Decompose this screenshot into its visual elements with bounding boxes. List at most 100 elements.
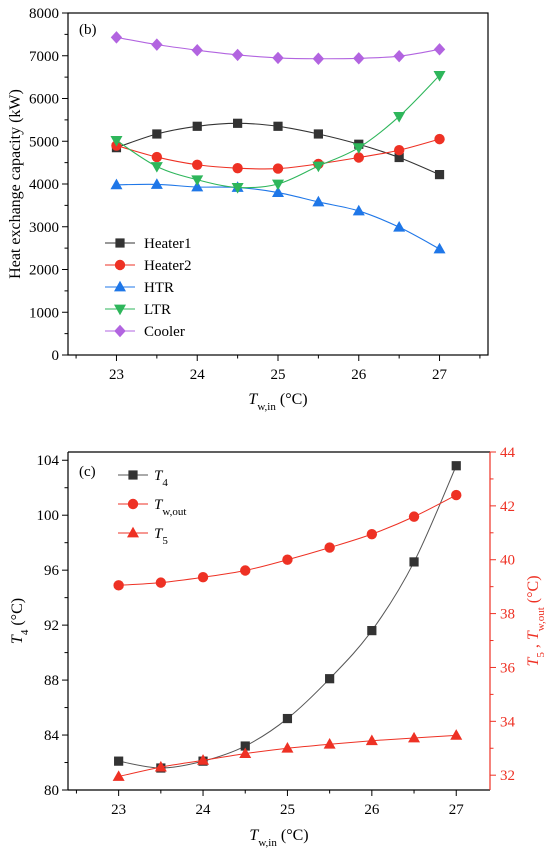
data-point-series-2 bbox=[112, 770, 125, 781]
data-point-series-2 bbox=[197, 754, 210, 765]
data-point-series-1 bbox=[451, 489, 462, 501]
data-point-series-0 bbox=[240, 741, 250, 751]
data-point-htr bbox=[352, 204, 365, 216]
legend-marker bbox=[114, 259, 126, 271]
data-point-cooler bbox=[393, 49, 405, 63]
y-tick-label: 1000 bbox=[29, 305, 59, 321]
legend-label: Heater2 bbox=[144, 258, 191, 274]
data-point-series-0 bbox=[409, 557, 419, 567]
right-y-tick-label: 38 bbox=[500, 607, 515, 623]
left-y-tick-label: 100 bbox=[37, 508, 60, 524]
data-point-cooler bbox=[231, 48, 244, 62]
legend-marker bbox=[114, 324, 126, 338]
data-point-heater2 bbox=[434, 133, 445, 145]
y-tick-label: 0 bbox=[52, 348, 60, 364]
legend-marker bbox=[114, 280, 126, 292]
data-point-htr bbox=[433, 242, 446, 254]
legend-marker bbox=[115, 238, 125, 248]
legend-label: LTR bbox=[144, 302, 171, 318]
data-point-series-0 bbox=[451, 461, 461, 471]
data-point-series-0 bbox=[325, 674, 335, 684]
x-tick-label: 27 bbox=[449, 802, 465, 818]
data-point-heater2 bbox=[192, 159, 203, 170]
legend-marker bbox=[127, 498, 139, 510]
panel-label: (b) bbox=[79, 22, 97, 38]
legend-marker bbox=[128, 470, 138, 480]
data-point-heater1 bbox=[273, 121, 283, 131]
data-point-series-0 bbox=[282, 713, 293, 724]
x-tick-label: 23 bbox=[111, 802, 126, 818]
data-point-ltr bbox=[231, 183, 244, 194]
legend-marker bbox=[114, 304, 126, 316]
left-y-tick-label: 84 bbox=[44, 728, 60, 744]
data-point-heater2 bbox=[353, 152, 364, 163]
data-point-cooler bbox=[151, 38, 163, 51]
right-y-tick-label: 44 bbox=[500, 445, 516, 461]
left-y-tick-label: 104 bbox=[37, 453, 60, 469]
data-point-cooler bbox=[272, 51, 284, 65]
y-axis-title: Heat exchange capacity (kW) bbox=[7, 89, 24, 279]
temperature-chart: 23 24 25 26 27 80 84 88 92 96 100 104 32 34 36 38 40 42 44… bbox=[9, 445, 547, 849]
data-point-series-1 bbox=[366, 528, 378, 540]
data-point-cooler bbox=[191, 43, 203, 57]
left-y-tick-label: 80 bbox=[44, 783, 59, 799]
data-point-heater1 bbox=[233, 118, 243, 128]
data-point-heater2 bbox=[232, 162, 243, 174]
data-point-heater2 bbox=[151, 151, 163, 163]
data-point-series-0 bbox=[367, 626, 377, 636]
y-tick-label: 3000 bbox=[29, 220, 59, 236]
data-point-heater1 bbox=[313, 129, 323, 139]
data-point-series-0 bbox=[114, 756, 124, 766]
series-line-2 bbox=[118, 734, 457, 778]
data-point-ltr bbox=[110, 135, 123, 147]
data-point-heater2 bbox=[393, 145, 405, 156]
legend-marker bbox=[127, 526, 139, 538]
y-tick-label: 6000 bbox=[29, 92, 59, 108]
right-y-tick-label: 40 bbox=[500, 553, 515, 569]
data-point-series-1 bbox=[240, 565, 251, 576]
y-tick-label: 4000 bbox=[29, 177, 59, 193]
legend-label: HTR bbox=[144, 280, 174, 296]
data-point-ltr bbox=[191, 175, 204, 186]
x-tick-label: 24 bbox=[196, 802, 212, 818]
right-y-tick-label: 42 bbox=[500, 499, 515, 515]
data-point-series-1 bbox=[282, 554, 293, 565]
heat-exchange-capacity-chart: 23 24 25 26 27 0 1000 2000 3000 4000 5000 6000 7000 8… bbox=[7, 6, 489, 413]
y-tick-label: 2000 bbox=[29, 263, 59, 279]
data-point-htr bbox=[110, 178, 123, 190]
y-tick-label: 7000 bbox=[29, 49, 59, 65]
legend-label: Heater1 bbox=[144, 236, 191, 252]
data-point-series-2 bbox=[239, 747, 252, 759]
data-point-ltr bbox=[433, 71, 446, 82]
legend-label: T5 bbox=[154, 526, 168, 547]
right-y-tick-label: 34 bbox=[500, 714, 516, 730]
x-axis-title: Tw,in (°C) bbox=[248, 391, 307, 413]
data-point-heater1 bbox=[152, 129, 162, 139]
data-point-series-1 bbox=[324, 542, 335, 553]
data-point-ltr bbox=[150, 162, 163, 173]
x-axis-title: Tw,in (°C) bbox=[249, 827, 308, 849]
left-y-tick-label: 88 bbox=[44, 673, 59, 689]
x-tick-label: 25 bbox=[280, 802, 295, 818]
legend-label: Tw,out bbox=[154, 497, 186, 518]
data-point-series-2 bbox=[154, 760, 167, 772]
data-point-heater2 bbox=[272, 163, 284, 174]
x-tick-label: 24 bbox=[190, 367, 206, 383]
legend-label: T4 bbox=[154, 468, 168, 489]
data-point-htr bbox=[312, 195, 325, 207]
data-point-ltr bbox=[393, 112, 406, 123]
data-point-heater1 bbox=[192, 121, 202, 131]
data-point-cooler bbox=[312, 52, 325, 65]
x-tick-label: 23 bbox=[109, 367, 124, 383]
data-point-series-1 bbox=[408, 511, 420, 522]
data-point-series-2 bbox=[323, 738, 336, 749]
data-point-series-1 bbox=[155, 577, 167, 588]
x-tick-label: 26 bbox=[364, 802, 380, 818]
data-point-series-2 bbox=[281, 742, 294, 753]
data-point-heater1 bbox=[434, 169, 445, 180]
left-y-tick-label: 92 bbox=[44, 618, 59, 634]
right-y-tick-label: 32 bbox=[500, 768, 515, 784]
data-point-ltr bbox=[312, 161, 325, 173]
data-point-series-2 bbox=[450, 729, 463, 740]
data-point-cooler bbox=[110, 31, 123, 44]
